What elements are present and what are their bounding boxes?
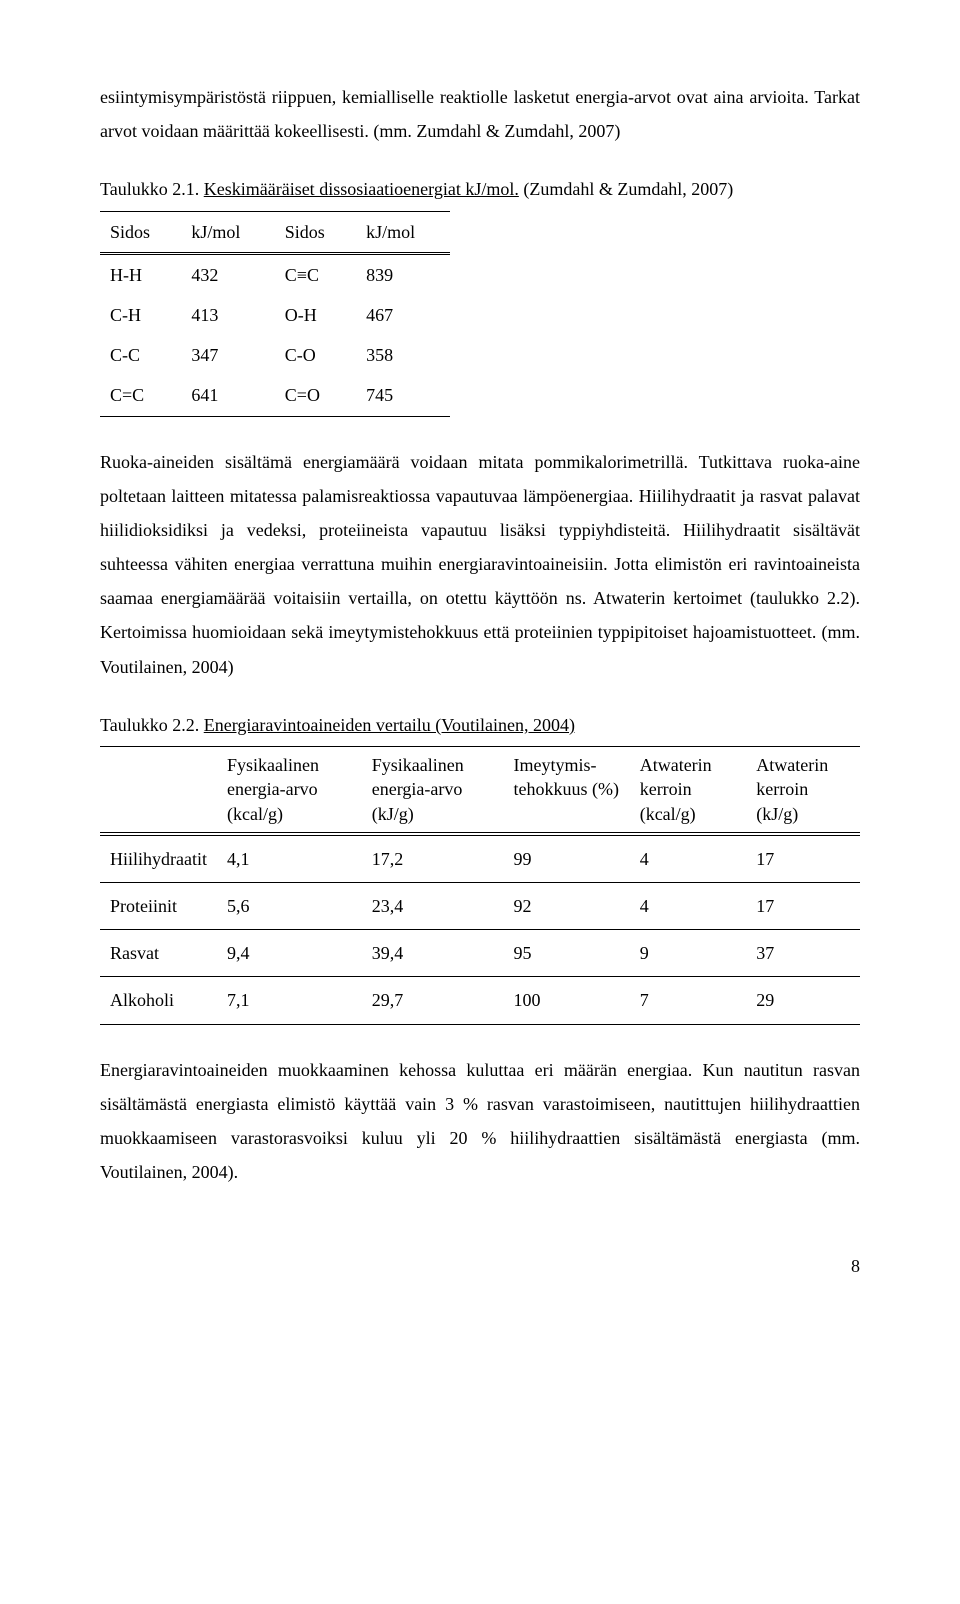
table2-caption: Taulukko 2.2. Energiaravintoaineiden ver… xyxy=(100,708,860,742)
table2-cell: 17,2 xyxy=(362,835,504,882)
table2-h4: Atwaterin kerroin (kcal/g) xyxy=(630,747,747,833)
paragraph-body: Ruoka-aineiden sisältämä energiamäärä vo… xyxy=(100,445,860,684)
table2-cell: 23,4 xyxy=(362,883,504,930)
table2-cell: 37 xyxy=(746,930,860,977)
table2-row: Rasvat 9,4 39,4 95 9 37 xyxy=(100,930,860,977)
table1-cell: 745 xyxy=(356,375,450,416)
table1-row: H-H 432 C≡C 839 xyxy=(100,253,450,295)
table1-h1: kJ/mol xyxy=(181,211,274,253)
table2-h2: Fysikaalinen energia-arvo (kJ/g) xyxy=(362,747,504,833)
table2-cell: 39,4 xyxy=(362,930,504,977)
table1-cell: C-O xyxy=(275,335,356,375)
table2-cell: 9,4 xyxy=(217,930,362,977)
table2-cell: 4 xyxy=(630,883,747,930)
table1-caption-label: Taulukko 2.1. xyxy=(100,179,199,199)
table-energy-nutrients: Fysikaalinen energia-arvo (kcal/g) Fysik… xyxy=(100,746,860,1025)
table2-cell: 9 xyxy=(630,930,747,977)
table1-cell: 641 xyxy=(181,375,274,416)
table2-cell: 4,1 xyxy=(217,835,362,882)
table2-cell: Hiilihydraatit xyxy=(100,835,217,882)
table-dissociation-energies: Sidos kJ/mol Sidos kJ/mol H-H 432 C≡C 83… xyxy=(100,211,450,417)
table1-caption: Taulukko 2.1. Keskimääräiset dissosiaati… xyxy=(100,172,860,206)
table2-h3: Imeytymis- tehokkuus (%) xyxy=(504,747,630,833)
table1-cell: H-H xyxy=(100,253,181,295)
table1-cell: 467 xyxy=(356,295,450,335)
table2-cell: 29,7 xyxy=(362,977,504,1024)
table2-cell: 17 xyxy=(746,883,860,930)
table2-h5: Atwaterin kerroin (kJ/g) xyxy=(746,747,860,833)
table1-caption-tail: (Zumdahl & Zumdahl, 2007) xyxy=(519,179,733,199)
table2-row: Alkoholi 7,1 29,7 100 7 29 xyxy=(100,977,860,1024)
table2-header-row: Fysikaalinen energia-arvo (kcal/g) Fysik… xyxy=(100,747,860,833)
table2-row: Hiilihydraatit 4,1 17,2 99 4 17 xyxy=(100,835,860,882)
table2-cell: Rasvat xyxy=(100,930,217,977)
table1-row: C-C 347 C-O 358 xyxy=(100,335,450,375)
table2-cell: Alkoholi xyxy=(100,977,217,1024)
table2-h0 xyxy=(100,747,217,833)
table1-cell: 347 xyxy=(181,335,274,375)
table1-row: C=C 641 C=O 745 xyxy=(100,375,450,416)
table1-cell: C=O xyxy=(275,375,356,416)
table2-row: Proteiinit 5,6 23,4 92 4 17 xyxy=(100,883,860,930)
table2-cell: 29 xyxy=(746,977,860,1024)
table1-h0: Sidos xyxy=(100,211,181,253)
page-number: 8 xyxy=(100,1249,860,1283)
table1-caption-title: Keskimääräiset dissosiaatioenergiat kJ/m… xyxy=(204,179,519,199)
table1-cell: 358 xyxy=(356,335,450,375)
table1-cell: 432 xyxy=(181,253,274,295)
paragraph-closing: Energiaravintoaineiden muokkaaminen keho… xyxy=(100,1053,860,1190)
table1-cell: C-H xyxy=(100,295,181,335)
table1-cell: 839 xyxy=(356,253,450,295)
table2-cell: 95 xyxy=(504,930,630,977)
table2-cell: 100 xyxy=(504,977,630,1024)
table2-cell: 4 xyxy=(630,835,747,882)
table2-cell: 7 xyxy=(630,977,747,1024)
table1-row: C-H 413 O-H 467 xyxy=(100,295,450,335)
table1-cell: 413 xyxy=(181,295,274,335)
table2-cell: 92 xyxy=(504,883,630,930)
table2-caption-label: Taulukko 2.2. xyxy=(100,715,199,735)
table1-cell: O-H xyxy=(275,295,356,335)
table1-header-row: Sidos kJ/mol Sidos kJ/mol xyxy=(100,211,450,253)
table1-cell: C=C xyxy=(100,375,181,416)
table1-cell: C≡C xyxy=(275,253,356,295)
table2-cell: 7,1 xyxy=(217,977,362,1024)
table1-cell: C-C xyxy=(100,335,181,375)
table2-cell: Proteiinit xyxy=(100,883,217,930)
table1-h3: kJ/mol xyxy=(356,211,450,253)
table2-h1: Fysikaalinen energia-arvo (kcal/g) xyxy=(217,747,362,833)
table1-h2: Sidos xyxy=(275,211,356,253)
table2-cell: 17 xyxy=(746,835,860,882)
paragraph-intro: esiintymisympäristöstä riippuen, kemiall… xyxy=(100,80,860,148)
table2-cell: 99 xyxy=(504,835,630,882)
table2-cell: 5,6 xyxy=(217,883,362,930)
table2-caption-title: Energiaravintoaineiden vertailu (Voutila… xyxy=(204,715,575,735)
